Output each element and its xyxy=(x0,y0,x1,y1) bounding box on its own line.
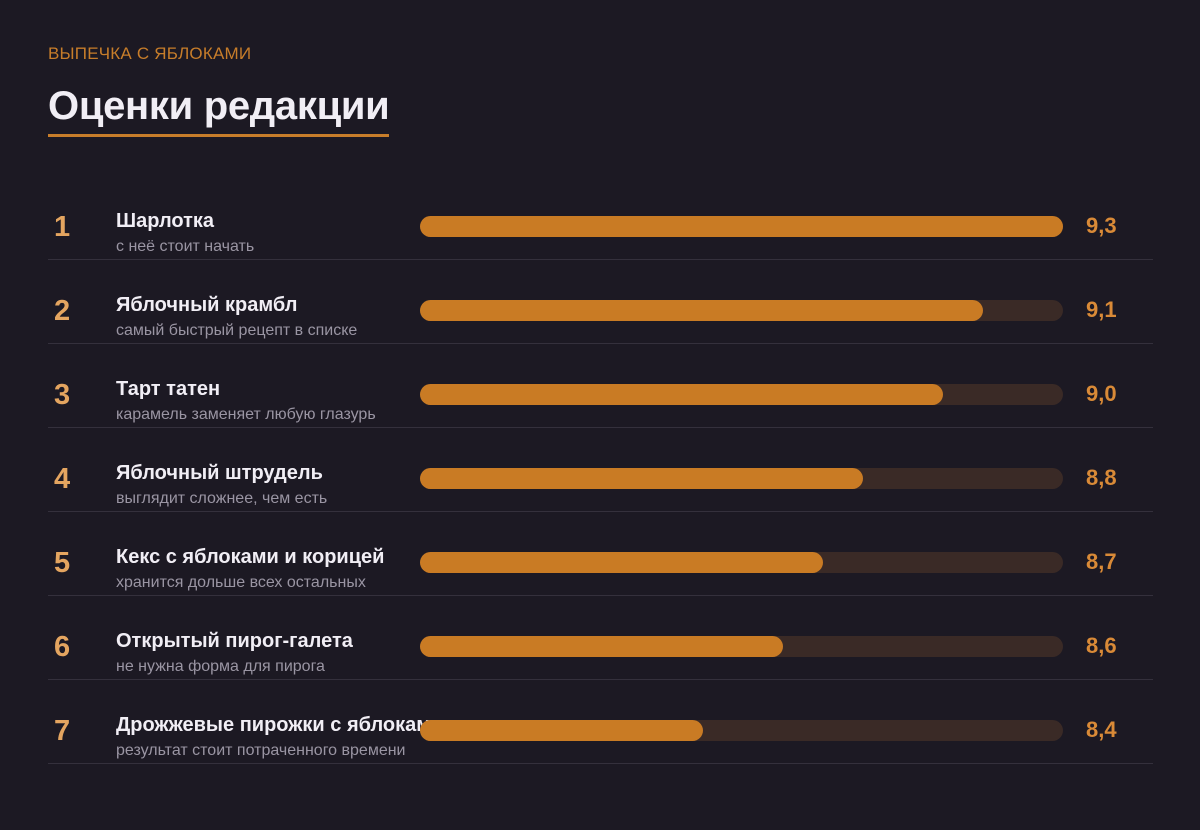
recipe-name: Яблочный крамбл xyxy=(116,294,298,316)
rating-row: 6 Открытый пирог-галета не нужна форма д… xyxy=(48,596,1153,680)
ratings-list: 1 Шарлотка с неё стоит начать 9,3 2 Ябло… xyxy=(48,176,1153,764)
recipe-note: результат стоит потраченного времени xyxy=(116,742,406,759)
bar-track xyxy=(420,636,1063,657)
title-block: Оценки редакции xyxy=(48,80,391,137)
rating-row: 2 Яблочный крамбл самый быстрый рецепт в… xyxy=(48,260,1153,344)
bar-fill xyxy=(420,636,783,657)
bar-track xyxy=(420,216,1063,237)
bar-track xyxy=(420,720,1063,741)
bar-fill xyxy=(420,720,703,741)
bar-fill xyxy=(420,300,983,321)
bar-track xyxy=(420,300,1063,321)
rating-row: 3 Тарт татен карамель заменяет любую гла… xyxy=(48,344,1153,428)
value-label: 9,1 xyxy=(1086,297,1117,322)
value-label: 9,3 xyxy=(1086,213,1117,238)
rank-number: 6 xyxy=(54,631,71,663)
value-label: 8,4 xyxy=(1086,717,1117,742)
rank-number: 5 xyxy=(54,547,71,579)
bar-fill xyxy=(420,552,823,573)
rating-row: 5 Кекс с яблоками и корицей хранится дол… xyxy=(48,512,1153,596)
recipe-name: Шарлотка xyxy=(116,210,215,232)
rating-row: 4 Яблочный штрудель выглядит сложнее, че… xyxy=(48,428,1153,512)
section-kicker: ВЫПЕЧКА С ЯБЛОКАМИ xyxy=(48,44,252,63)
rank-number: 7 xyxy=(54,715,71,747)
bar-fill xyxy=(420,468,863,489)
recipe-name: Кекс с яблоками и корицей xyxy=(116,546,385,568)
rating-row: 1 Шарлотка с неё стоит начать 9,3 xyxy=(48,176,1153,260)
recipe-note: карамель заменяет любую глазурь xyxy=(116,406,376,423)
recipe-note: хранится дольше всех остальных xyxy=(116,574,366,591)
recipe-note: выглядит сложнее, чем есть xyxy=(116,490,328,507)
recipe-name: Яблочный штрудель xyxy=(116,462,323,484)
bar-track xyxy=(420,468,1063,489)
recipe-name: Открытый пирог-галета xyxy=(116,630,353,652)
rating-row: 7 Дрожжевые пирожки с яблоками результат… xyxy=(48,680,1153,764)
recipe-name: Дрожжевые пирожки с яблоками xyxy=(116,714,444,736)
bar-track xyxy=(420,552,1063,573)
bar-track xyxy=(420,384,1063,405)
rank-number: 2 xyxy=(54,295,71,327)
recipe-note: с неё стоит начать xyxy=(116,238,255,255)
recipe-name: Тарт татен xyxy=(116,378,221,400)
page-title: Оценки редакции xyxy=(48,84,390,128)
bar-fill xyxy=(420,384,943,405)
recipe-note: самый быстрый рецепт в списке xyxy=(116,322,358,339)
value-label: 8,8 xyxy=(1086,465,1117,490)
value-label: 8,7 xyxy=(1086,549,1117,574)
value-label: 9,0 xyxy=(1086,381,1117,406)
value-label: 8,6 xyxy=(1086,633,1117,658)
rank-number: 1 xyxy=(54,211,71,243)
title-underline xyxy=(48,134,390,137)
recipe-note: не нужна форма для пирога xyxy=(116,658,325,675)
rank-number: 4 xyxy=(54,463,71,495)
rank-number: 3 xyxy=(54,379,71,411)
bar-fill xyxy=(420,216,1063,237)
